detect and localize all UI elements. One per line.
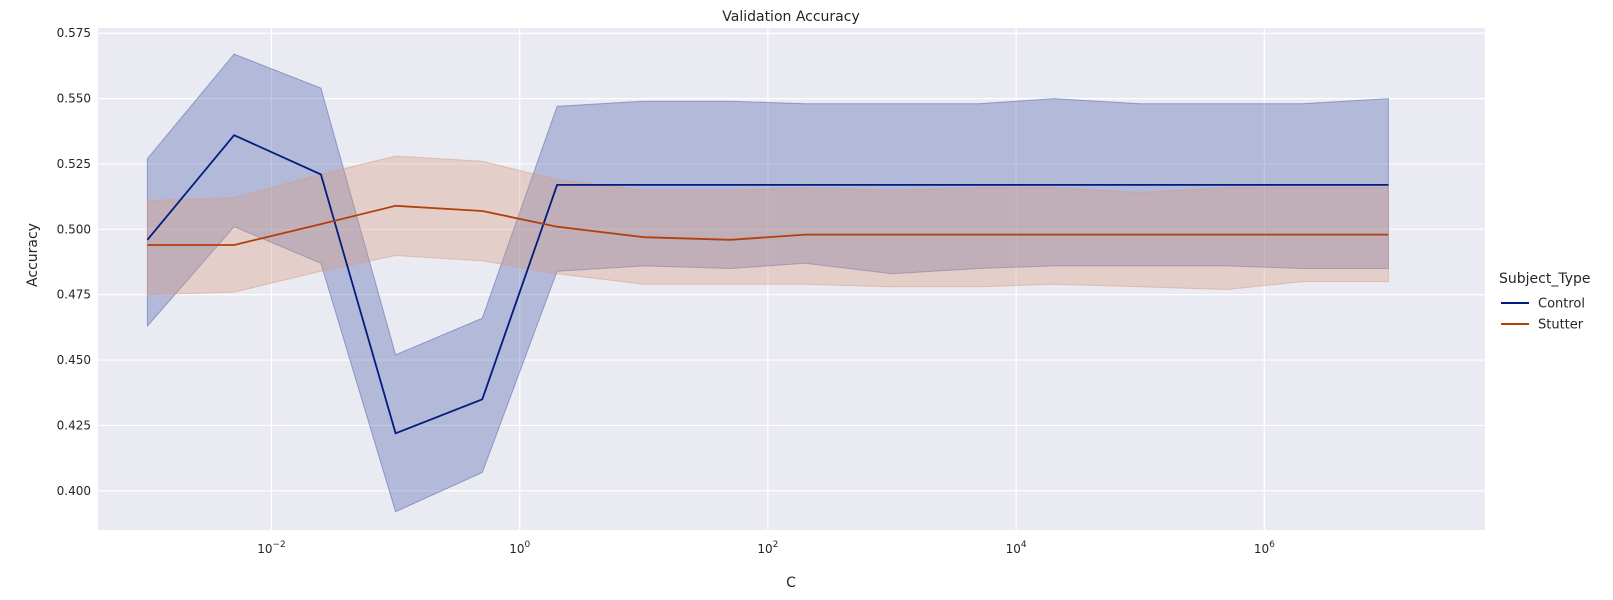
x-axis-label: C [786,575,796,591]
x-tick-label: 10−2 [257,540,286,556]
x-tick-label: 104 [1006,540,1027,556]
y-tick-label: 0.475 [57,288,91,302]
plot-background [98,28,1485,530]
legend-title: Subject_Type [1499,271,1591,287]
x-tick-labels: 10−2 100 102 104 106 [257,540,1275,556]
y-tick-label: 0.400 [57,484,91,498]
x-tick-label: 100 [509,540,530,556]
y-tick-labels: 0.400 0.425 0.450 0.475 0.500 0.525 0.550 0.575 [57,26,91,498]
y-tick-label: 0.425 [57,418,91,432]
control-legend-label: Control [1538,297,1585,312]
y-axis-label: Accuracy [25,223,41,287]
y-tick-label: 0.450 [57,353,91,367]
y-tick-label: 0.525 [57,157,91,171]
y-tick-label: 0.550 [57,92,91,106]
stutter-series-line [147,204,1389,246]
x-tick-label: 106 [1254,540,1275,556]
stutter-confidence-band [146,155,1389,296]
control-series-line [146,134,1389,435]
x-tick-label: 102 [757,540,778,556]
series-lines [146,134,1389,435]
confidence-bands [146,53,1389,513]
y-tick-label: 0.575 [57,26,91,40]
legend: Subject_Type Control Stutter [1499,271,1591,333]
stutter-legend-label: Stutter [1538,318,1584,333]
grid-lines [98,28,1485,530]
y-tick-label: 0.500 [57,222,91,236]
chart-title: Validation Accuracy [722,9,860,25]
